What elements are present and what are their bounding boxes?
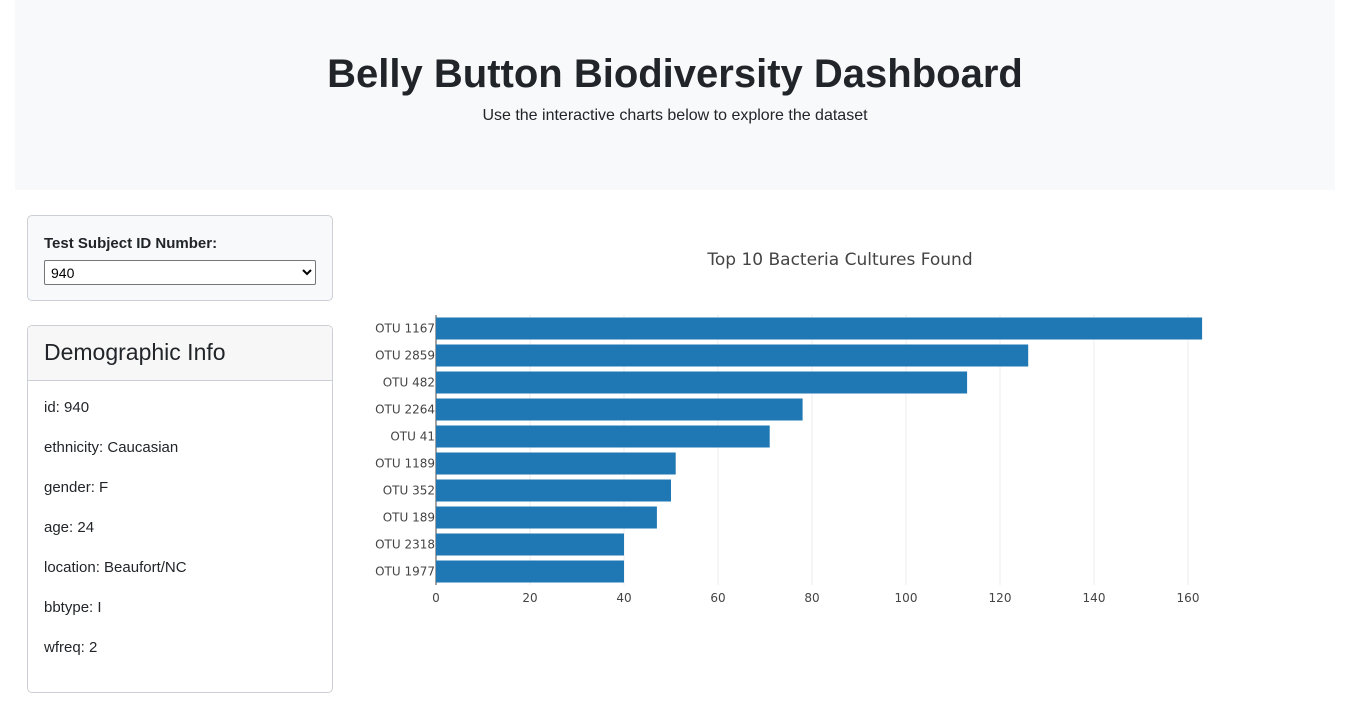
y-tick-label: OTU 352 (383, 484, 435, 498)
bar-chart[interactable]: Top 10 Bacteria Cultures Found 0 20 40 60 80… (360, 225, 1320, 625)
demographic-row-id: id: 940 (44, 399, 90, 416)
y-tick-label: OTU 1977 (375, 565, 435, 579)
x-tick-label: 60 (710, 591, 725, 605)
x-tick-label: 160 (1177, 591, 1200, 605)
x-tick-label: 40 (616, 591, 631, 605)
header-banner: Belly Button Biodiversity Dashboard Use … (15, 0, 1335, 190)
demographic-row-ethnicity: ethnicity: Caucasian (44, 439, 179, 456)
bar[interactable] (436, 425, 770, 448)
demographic-info-header: Demographic Info (28, 326, 332, 381)
y-tick-label: OTU 1189 (375, 457, 435, 471)
x-tick-label: 20 (522, 591, 537, 605)
page-subtitle: Use the interactive charts below to expl… (482, 107, 868, 124)
demographic-info-panel: Demographic Info id: 940 ethnicity: Cauc… (27, 325, 333, 693)
subject-id-dropdown[interactable]: 940 (44, 260, 316, 285)
demographic-row-location: location: Beaufort/NC (44, 559, 187, 576)
chart-title: Top 10 Bacteria Cultures Found (706, 250, 972, 270)
demographic-row-age: age: 24 (44, 519, 95, 536)
demographic-info-title: Demographic Info (44, 339, 226, 365)
y-tick-label: OTU 189 (383, 511, 435, 525)
bar-chart-svg[interactable]: Top 10 Bacteria Cultures Found 0 20 40 60 80… (360, 225, 1320, 625)
bar[interactable] (436, 479, 671, 502)
subject-selector-panel: Test Subject ID Number: 940 (27, 215, 333, 301)
subject-id-label: Test Subject ID Number: (44, 235, 218, 252)
x-tick-label: 120 (989, 591, 1012, 605)
demographic-row-bbtype: bbtype: I (44, 599, 102, 616)
x-tick-label: 140 (1083, 591, 1106, 605)
bar[interactable] (436, 398, 803, 421)
y-tick-label: OTU 482 (383, 376, 435, 390)
y-tick-label: OTU 41 (390, 430, 435, 444)
page-title: Belly Button Biodiversity Dashboard (327, 52, 1023, 96)
x-tick-label: 80 (804, 591, 819, 605)
y-tick-label: OTU 1167 (375, 322, 435, 336)
bar[interactable] (436, 317, 1203, 340)
demographic-info-body: id: 940 ethnicity: Caucasian gender: F a… (28, 381, 332, 692)
bar[interactable] (436, 506, 657, 529)
bar[interactable] (436, 560, 624, 583)
bar[interactable] (436, 371, 968, 394)
y-tick-label: OTU 2264 (375, 403, 435, 417)
bar[interactable] (436, 344, 1029, 367)
bar[interactable] (436, 533, 624, 556)
x-tick-label: 0 (432, 591, 440, 605)
demographic-row-gender: gender: F (44, 479, 109, 496)
y-tick-label: OTU 2859 (375, 349, 435, 363)
bar[interactable] (436, 452, 676, 475)
demographic-row-wfreq: wfreq: 2 (44, 639, 98, 656)
x-tick-label: 100 (895, 591, 918, 605)
y-tick-label: OTU 2318 (375, 538, 435, 552)
